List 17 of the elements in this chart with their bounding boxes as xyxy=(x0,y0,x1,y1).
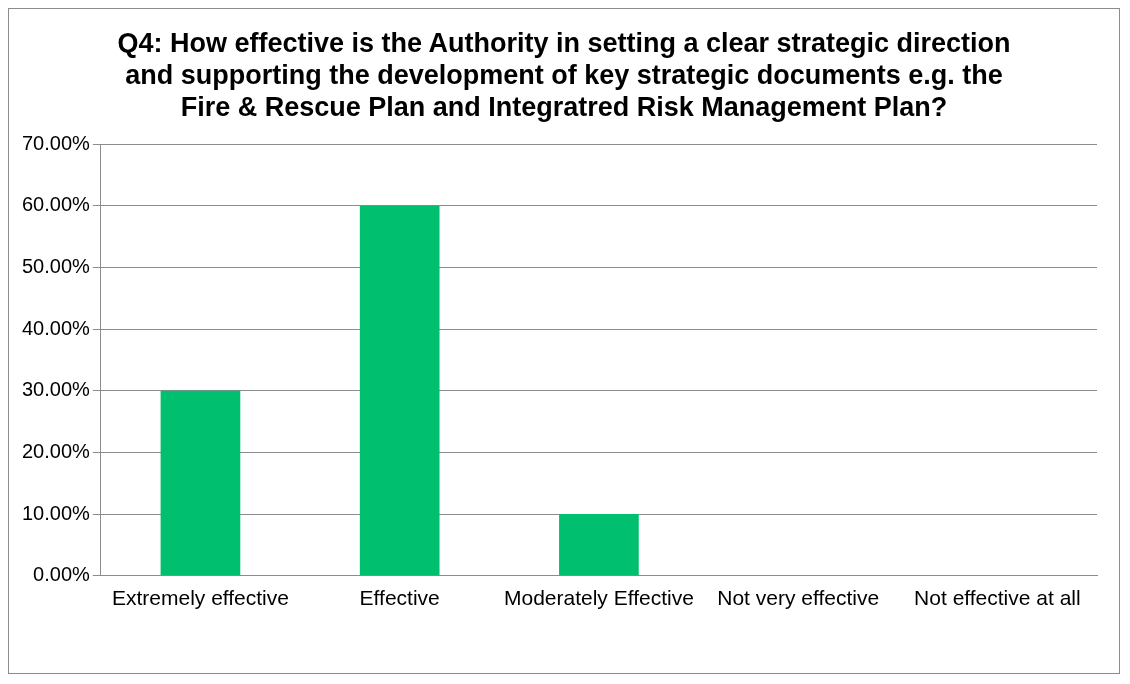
x-tick-label: Extremely effective xyxy=(111,586,289,610)
y-tick-label: 60.00% xyxy=(21,193,91,216)
bar xyxy=(559,514,639,576)
y-tick-label: 50.00% xyxy=(21,254,91,277)
x-tick-label: Effective xyxy=(359,586,440,610)
chart-title: Q4: How effective is the Authority in setting a clear strategic direction and supporting the development of key strategic documents e.g. the Fire & Rescue Plan and Integratred Risk Management Plan? xyxy=(116,27,1012,123)
bar xyxy=(160,390,241,576)
y-tick-label: 70.00% xyxy=(21,131,91,154)
y-tick-label: 30.00% xyxy=(21,378,91,401)
x-tick-label: Not very effective xyxy=(717,586,880,610)
x-tick-label: Not effective at all xyxy=(914,586,1081,610)
bar xyxy=(359,205,440,576)
y-tick-label: 20.00% xyxy=(21,439,91,462)
y-tick-label: 0.00% xyxy=(33,563,91,586)
y-tick-label: 10.00% xyxy=(21,501,91,524)
y-tick-label: 40.00% xyxy=(21,316,91,339)
x-tick-label: Moderately Effective xyxy=(503,586,694,610)
